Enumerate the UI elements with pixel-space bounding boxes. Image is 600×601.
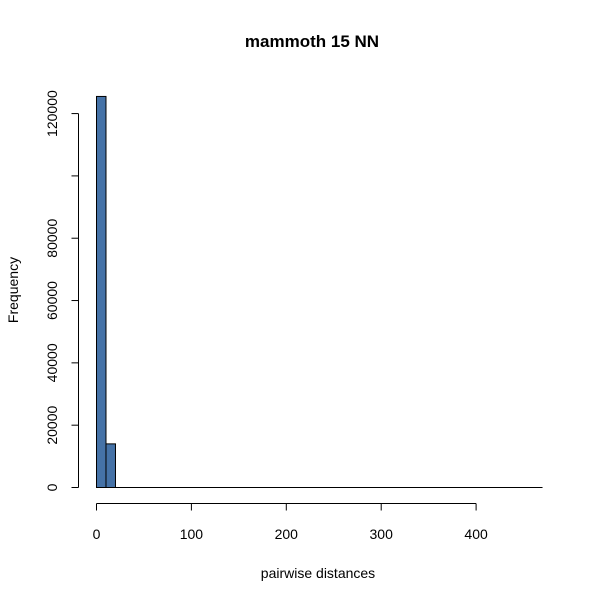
- histogram-bar-0: [96, 95, 107, 489]
- y-tick-label-2: 40000: [44, 343, 60, 382]
- y-axis: 0 20000 40000 60000 80000 120000: [44, 90, 79, 491]
- x-axis-label: pairwise distances: [261, 565, 375, 581]
- histogram-bars: [96, 95, 543, 489]
- x-tick-label-4: 400: [464, 526, 488, 542]
- x-tick-label-3: 300: [370, 526, 394, 542]
- y-axis-label: Frequency: [5, 257, 21, 323]
- y-tick-label-6: 120000: [44, 90, 60, 137]
- chart-title: mammoth 15 NN: [245, 32, 379, 51]
- y-tick-label-3: 60000: [44, 281, 60, 320]
- x-tick-label-1: 100: [180, 526, 204, 542]
- y-tick-label-4: 80000: [44, 219, 60, 258]
- x-tick-label-2: 200: [275, 526, 299, 542]
- x-axis: 0 100 200 300 400: [93, 503, 488, 542]
- histogram-bar-1: [105, 443, 116, 489]
- y-tick-label-1: 20000: [44, 406, 60, 445]
- x-tick-label-0: 0: [93, 526, 101, 542]
- y-tick-label-0: 0: [44, 483, 60, 491]
